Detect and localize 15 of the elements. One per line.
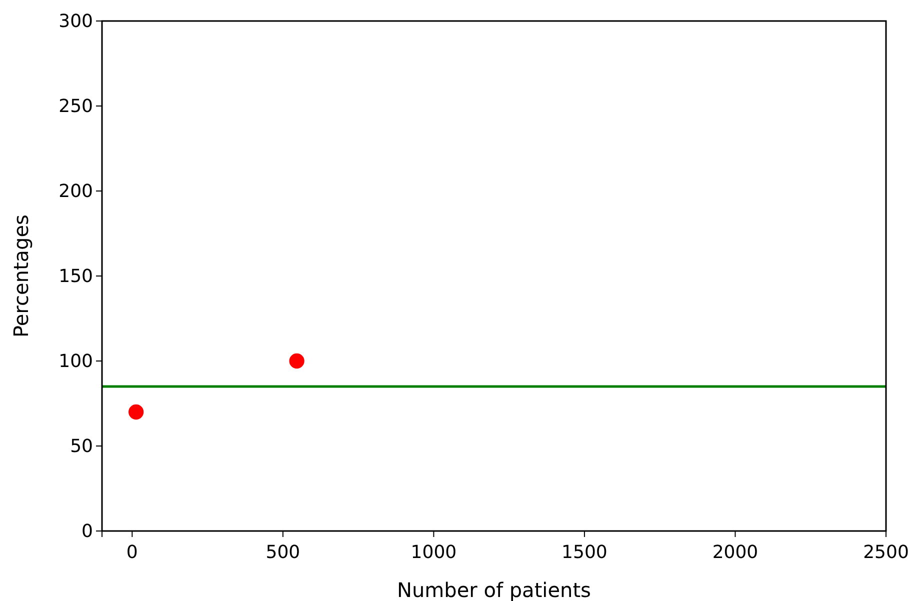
- x-tick-label: 1500: [562, 542, 608, 563]
- y-tick-label: 300: [58, 10, 93, 32]
- y-tick-label: 150: [58, 266, 93, 287]
- x-tick-label: 2500: [863, 542, 909, 563]
- x-axis-title: Number of patients: [397, 578, 591, 601]
- x-tick-label: 2000: [712, 542, 758, 563]
- y-tick-label: 200: [58, 180, 93, 202]
- y-axis-title: Percentages: [9, 214, 33, 338]
- x-tick-label: 1000: [410, 542, 457, 563]
- x-tick-label: 0: [126, 542, 138, 563]
- y-tick-label: 0: [82, 520, 93, 542]
- y-tick-label: 250: [58, 96, 93, 117]
- y-tick-label: 50: [70, 436, 93, 457]
- x-tick-label: 500: [266, 542, 300, 563]
- y-tick-label: 100: [58, 350, 93, 372]
